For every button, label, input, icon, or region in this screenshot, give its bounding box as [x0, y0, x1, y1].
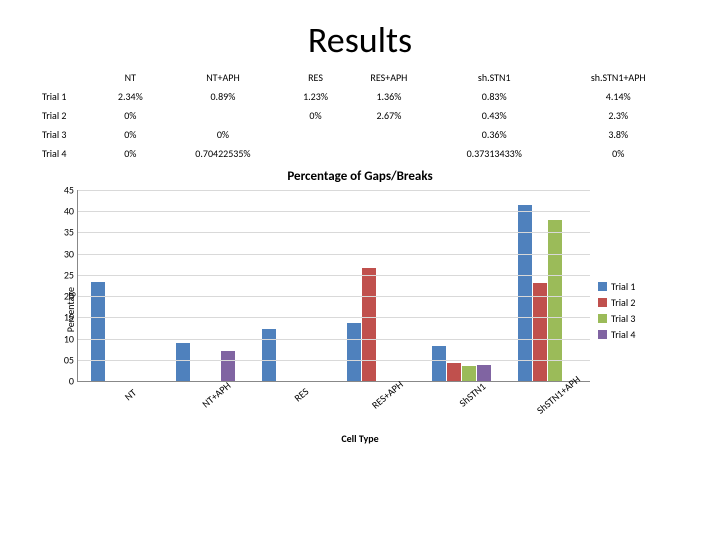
chart-ytick: 30	[54, 247, 74, 260]
chart-bar	[262, 329, 276, 381]
chart-bar	[447, 363, 461, 381]
chart-plot: 0051015202530354045 NTNT+APHRESRES+APHSh…	[77, 190, 590, 430]
table-header: NT	[100, 68, 161, 87]
table-cell: 0%	[161, 125, 286, 144]
table-cell: 0%	[100, 144, 161, 163]
table-header: sh.STN1	[432, 68, 557, 87]
legend-swatch	[598, 298, 607, 307]
table-cell: 0%	[556, 144, 680, 163]
chart-ytick: 15	[54, 311, 74, 324]
table-cell: Trial 4	[40, 144, 100, 163]
table-header: NT+APH	[161, 68, 286, 87]
chart-bar	[432, 346, 446, 381]
chart-ytick: 45	[54, 184, 74, 197]
table-cell	[161, 106, 286, 125]
chart-bar	[548, 220, 562, 381]
table-cell: 0.89%	[161, 87, 286, 106]
chart-legend: Trial 1 Trial 2 Trial 3 Trial 4	[590, 277, 660, 344]
table-cell	[346, 125, 432, 144]
chart-bar	[462, 366, 476, 381]
table-cell	[285, 125, 346, 144]
table-cell: 0%	[100, 106, 161, 125]
chart-bar	[176, 343, 190, 381]
chart-ytick: 10	[54, 332, 74, 345]
chart-bar-group	[249, 190, 334, 381]
legend-label: Trial 4	[611, 328, 635, 341]
table-row: Trial 30%0%0.36%3.8%	[40, 125, 680, 144]
legend-swatch	[598, 282, 607, 291]
table-header: RES+APH	[346, 68, 432, 87]
table-row: Trial 12.34%0.89%1.23%1.36%0.83%4.14%	[40, 87, 680, 106]
table-cell: 0.37313433%	[432, 144, 557, 163]
table-cell: 0.43%	[432, 106, 557, 125]
table-cell: 0.83%	[432, 87, 557, 106]
legend-label: Trial 1	[611, 280, 635, 293]
table-cell	[285, 144, 346, 163]
chart-bar	[347, 323, 361, 381]
table-row: Trial 40%0.70422535%0.37313433%0%	[40, 144, 680, 163]
table-header: RES	[285, 68, 346, 87]
table-cell: 0.36%	[432, 125, 557, 144]
chart-ytick: 20	[54, 290, 74, 303]
table-header: sh.STN1+APH	[556, 68, 680, 87]
legend-label: Trial 3	[611, 312, 635, 325]
chart-ytick: 05	[54, 353, 74, 366]
table-cell: 0.70422535%	[161, 144, 286, 163]
legend-swatch	[598, 314, 607, 323]
legend-swatch	[598, 330, 607, 339]
chart-container: Percentage of Gaps/Breaks Percentage 005…	[60, 169, 660, 445]
table-cell: Trial 2	[40, 106, 100, 125]
chart-ytick: 0	[54, 375, 74, 388]
table-cell: 4.14%	[556, 87, 680, 106]
table-cell: Trial 3	[40, 125, 100, 144]
page-title: Results	[0, 0, 720, 68]
table-cell: 0%	[100, 125, 161, 144]
table-row: Trial 20%0%2.67%0.43%2.3%	[40, 106, 680, 125]
chart-bar	[533, 283, 547, 381]
table-cell: 1.36%	[346, 87, 432, 106]
table-cell: 2.34%	[100, 87, 161, 106]
chart-title: Percentage of Gaps/Breaks	[60, 169, 660, 184]
chart-ytick: 25	[54, 268, 74, 281]
table-cell: 1.23%	[285, 87, 346, 106]
chart-bar-group	[419, 190, 504, 381]
chart-bar-group	[505, 190, 590, 381]
legend-item: Trial 1	[598, 280, 660, 293]
chart-ytick: 35	[54, 226, 74, 239]
table-cell: 2.3%	[556, 106, 680, 125]
legend-label: Trial 2	[611, 296, 635, 309]
results-table: NTNT+APHRESRES+APHsh.STN1sh.STN1+APH Tri…	[40, 68, 680, 163]
legend-item: Trial 4	[598, 328, 660, 341]
legend-item: Trial 2	[598, 296, 660, 309]
chart-bar-group	[334, 190, 419, 381]
chart-bar	[362, 268, 376, 381]
table-cell	[346, 144, 432, 163]
table-cell: 2.67%	[346, 106, 432, 125]
table-header	[40, 68, 100, 87]
table-cell: 0%	[285, 106, 346, 125]
chart-ytick: 40	[54, 205, 74, 218]
legend-item: Trial 3	[598, 312, 660, 325]
table-cell: 3.8%	[556, 125, 680, 144]
table-cell: Trial 1	[40, 87, 100, 106]
chart-bar-group	[78, 190, 163, 381]
chart-bar-group	[163, 190, 248, 381]
